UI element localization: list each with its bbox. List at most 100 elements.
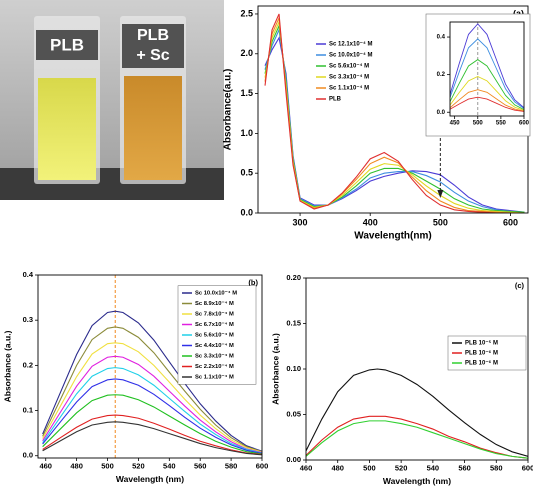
x-tick-label: 550 [496, 121, 507, 127]
x-tick-label: 500 [101, 461, 114, 470]
y-tick-label: 0.3 [23, 315, 33, 324]
x-tick-label: 540 [427, 463, 440, 472]
series-line [306, 368, 528, 457]
x-tick-label: 500 [473, 121, 484, 127]
x-tick-label: 600 [256, 461, 269, 470]
x-axis-title: Wavelength(nm) [354, 231, 431, 242]
series-line [42, 326, 262, 453]
x-tick-label: 600 [503, 217, 518, 227]
y-tick-label: 0.10 [286, 364, 301, 373]
panel-label: (a) [513, 8, 524, 18]
photo-label: PLB [50, 35, 84, 54]
legend-label: PLB 10⁻⁶ M [465, 351, 498, 357]
x-tick-label: 480 [70, 461, 83, 470]
y-tick-label: 2.0 [240, 48, 253, 58]
panel-label: (b) [248, 278, 258, 287]
series-line [306, 420, 528, 459]
legend-label: PLB 10⁻⁵ M [465, 341, 498, 347]
plot-frame [449, 21, 525, 117]
series-line [42, 421, 262, 456]
series-line [450, 38, 524, 109]
x-tick-label: 600 [519, 121, 530, 127]
legend-label: Sc 5.6x10⁻⁴ M [195, 333, 234, 339]
y-tick-label: 0.15 [286, 318, 301, 327]
legend-label: PLB [329, 97, 342, 103]
series-line [42, 355, 262, 454]
series-line [450, 89, 524, 112]
series-line [306, 415, 528, 459]
y-tick-label: 0.5 [240, 168, 253, 178]
x-tick-label: 600 [522, 463, 533, 472]
legend-label: Sc 3.3x10⁻⁴ M [329, 75, 369, 81]
x-tick-label: 460 [39, 461, 52, 470]
y-tick-label: 0.4 [23, 270, 34, 279]
orange-solution [124, 76, 182, 180]
y-tick-label: 1.5 [240, 88, 253, 98]
y-tick-label: 0.4 [437, 35, 446, 41]
y-tick-label: 2.5 [240, 8, 253, 18]
x-tick-label: 400 [363, 217, 378, 227]
photo-label: + Sc [136, 47, 169, 64]
series-line [42, 367, 262, 454]
series-line [450, 76, 524, 111]
label-band [122, 24, 184, 68]
x-tick-label: 580 [225, 461, 238, 470]
series-line [42, 378, 262, 455]
y-tick-label: 1.0 [240, 128, 253, 138]
photo: PLB PLB + Sc [0, 0, 224, 200]
yellow-solution [38, 78, 96, 180]
x-tick-label: 500 [433, 217, 448, 227]
series-line [42, 414, 262, 455]
y-tick-label: 0.05 [286, 409, 301, 418]
y-tick-label: 0.1 [23, 406, 33, 415]
legend-label: Sc 8.9x10⁻⁴ M [195, 301, 234, 307]
y-tick-label: 0.2 [437, 72, 446, 78]
plot-frame [37, 274, 263, 459]
legend-label: Sc 7.8x10⁻⁴ M [195, 312, 234, 318]
y-tick-label: 0.20 [286, 273, 301, 282]
x-tick-label: 560 [194, 461, 207, 470]
y-tick-label: 0.0 [23, 451, 33, 460]
y-axis-title: Absorbance (a.u.) [2, 330, 12, 402]
legend-label: Sc 6.7x10⁻⁴ M [195, 322, 234, 328]
series-line [42, 310, 262, 452]
plot-frame [305, 277, 529, 461]
x-tick-label: 540 [163, 461, 176, 470]
label-band [36, 30, 98, 60]
y-tick-label: 0.00 [286, 455, 301, 464]
guide-arrowhead [437, 190, 444, 198]
x-tick-label: 520 [395, 463, 408, 472]
legend-label: Sc 10.0x10⁻⁴ M [195, 291, 237, 297]
y-tick-label: 0.2 [23, 360, 33, 369]
legend-label: Sc 3.3x10⁻⁴ M [195, 354, 234, 360]
legend-label: Sc 2.2x10⁻⁴ M [195, 364, 234, 370]
series-line [450, 59, 524, 111]
legend-label: Sc 12.1x10⁻⁴ M [329, 42, 373, 48]
x-tick-label: 480 [331, 463, 344, 472]
series-line [42, 342, 262, 453]
legend-label: Sc 1.1x10⁻⁴ M [195, 375, 234, 381]
panel-label: (c) [515, 281, 525, 290]
x-tick-label: 460 [300, 463, 313, 472]
series-line [450, 23, 524, 109]
series-line [450, 96, 524, 112]
series-line [264, 13, 525, 213]
x-tick-label: 560 [458, 463, 471, 472]
legend-label: Sc 5.6x10⁻⁴ M [329, 64, 369, 70]
x-axis-title: Wavelength (nm) [116, 474, 184, 484]
y-tick-label: 0.0 [437, 110, 446, 116]
series-line [42, 394, 262, 455]
table [0, 168, 224, 200]
legend-label: PLB 10⁻⁶ M [465, 361, 498, 367]
x-tick-label: 450 [450, 121, 461, 127]
x-tick-label: 520 [132, 461, 145, 470]
x-axis-title: Wavelength (nm) [383, 476, 451, 486]
y-axis-title: Absorbance(a.u.) [223, 69, 234, 151]
y-tick-label: 0.0 [240, 207, 253, 217]
legend-label: Sc 4.4x10⁻⁴ M [195, 343, 234, 349]
legend-label: Sc 1.1x10⁻⁴ M [329, 86, 369, 92]
x-tick-label: 580 [490, 463, 503, 472]
legend-label: Sc 10.0x10⁻⁴ M [329, 53, 373, 59]
photo-label: PLB [137, 27, 169, 44]
